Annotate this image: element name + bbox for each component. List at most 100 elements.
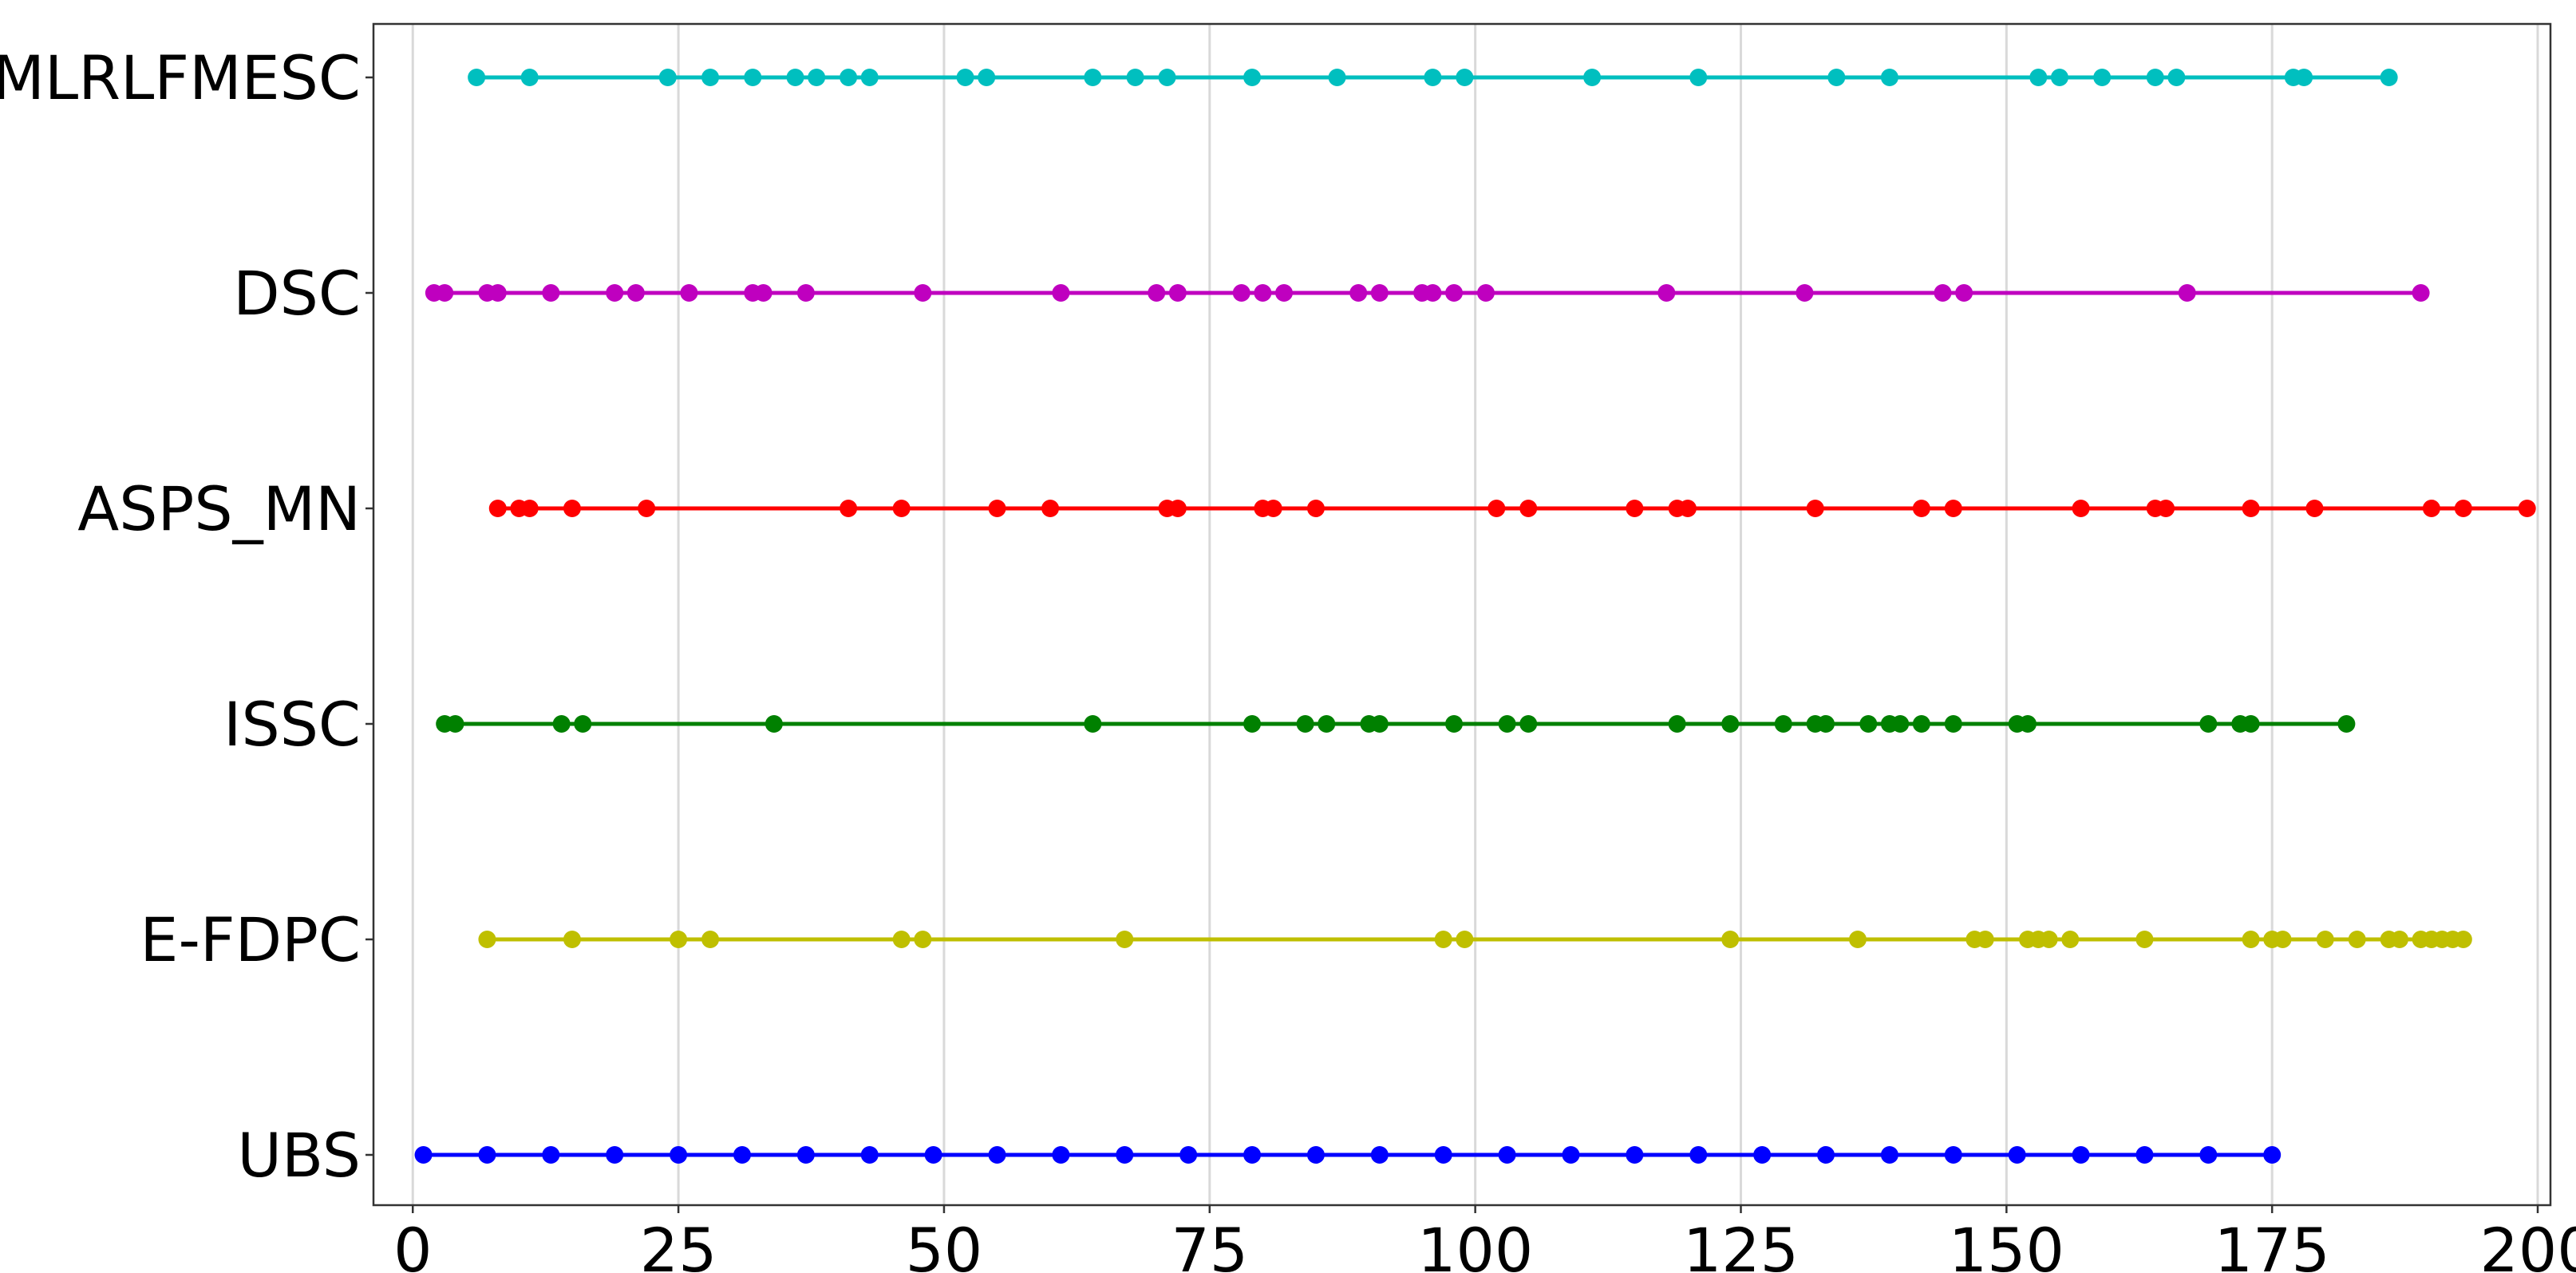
- data-point-0-28: [2295, 69, 2313, 86]
- data-point-5-23: [1880, 1146, 1898, 1164]
- data-point-0-12: [1126, 69, 1144, 86]
- data-point-3-16: [1774, 715, 1792, 733]
- data-point-1-14: [1168, 284, 1187, 302]
- data-point-4-3: [701, 931, 720, 948]
- data-point-4-12: [1976, 931, 1994, 948]
- data-point-3-18: [1816, 715, 1835, 733]
- data-point-3-19: [1859, 715, 1878, 733]
- data-point-3-14: [1668, 715, 1686, 733]
- data-point-0-21: [1880, 69, 1898, 86]
- y-tick-label-3: ISSC: [223, 689, 361, 760]
- data-point-2-26: [2305, 500, 2324, 517]
- data-point-5-16: [1434, 1146, 1452, 1164]
- data-point-2-27: [2422, 500, 2440, 517]
- data-point-4-2: [670, 931, 688, 948]
- series-dsc: [425, 284, 2430, 302]
- data-point-4-0: [478, 931, 496, 948]
- data-point-5-6: [796, 1146, 815, 1164]
- data-point-4-6: [1116, 931, 1134, 948]
- data-point-5-0: [414, 1146, 433, 1164]
- data-point-2-24: [2157, 500, 2175, 517]
- data-point-5-12: [1179, 1146, 1198, 1164]
- data-point-5-27: [2135, 1146, 2154, 1164]
- x-tick-label-8: 200: [2479, 1215, 2576, 1273]
- data-point-5-29: [2263, 1146, 2282, 1164]
- data-point-1-17: [1274, 284, 1293, 302]
- data-point-0-5: [786, 69, 804, 86]
- series-mlrlfmesc: [468, 69, 2398, 86]
- data-point-2-14: [1488, 500, 1506, 517]
- data-point-4-16: [2061, 931, 2080, 948]
- data-point-1-21: [1424, 284, 1442, 302]
- data-point-5-2: [542, 1146, 560, 1164]
- data-point-2-0: [488, 500, 507, 517]
- data-point-5-5: [733, 1146, 751, 1164]
- data-point-5-24: [1944, 1146, 1962, 1164]
- data-point-3-23: [1944, 715, 1962, 733]
- data-point-5-15: [1370, 1146, 1389, 1164]
- data-point-0-26: [2167, 69, 2186, 86]
- series-asps-mn: [488, 500, 2536, 517]
- data-point-4-4: [892, 931, 911, 948]
- data-point-2-6: [892, 500, 911, 517]
- data-point-0-10: [978, 69, 996, 86]
- data-point-5-1: [478, 1146, 496, 1164]
- data-point-2-4: [638, 500, 656, 517]
- data-point-0-9: [956, 69, 974, 86]
- data-point-3-26: [2199, 715, 2218, 733]
- data-point-3-2: [552, 715, 571, 733]
- data-point-5-25: [2008, 1146, 2026, 1164]
- series-e-fdpc: [478, 931, 2472, 948]
- y-tick-label-5: UBS: [237, 1120, 361, 1191]
- data-point-1-9: [754, 284, 772, 302]
- data-point-0-19: [1689, 69, 1708, 86]
- data-point-0-14: [1243, 69, 1262, 86]
- data-point-2-10: [1168, 500, 1187, 517]
- x-tick-label-7: 175: [2214, 1215, 2330, 1273]
- data-point-1-7: [680, 284, 698, 302]
- data-point-5-17: [1498, 1146, 1516, 1164]
- data-point-1-28: [2178, 284, 2196, 302]
- x-tick-label-5: 125: [1683, 1215, 1799, 1273]
- data-point-0-15: [1328, 69, 1346, 86]
- y-tick-label-1: DSC: [233, 258, 361, 329]
- data-point-0-4: [744, 69, 762, 86]
- data-point-0-0: [468, 69, 486, 86]
- data-point-5-13: [1243, 1146, 1262, 1164]
- data-point-1-1: [436, 284, 454, 302]
- data-point-2-8: [1041, 500, 1060, 517]
- x-tick-label-2: 50: [906, 1215, 983, 1273]
- data-point-3-12: [1498, 715, 1516, 733]
- data-point-5-18: [1562, 1146, 1580, 1164]
- data-point-1-11: [914, 284, 932, 302]
- x-tick-label-0: 0: [393, 1215, 432, 1273]
- data-point-1-15: [1232, 284, 1250, 302]
- data-point-2-20: [1912, 500, 1930, 517]
- data-point-5-19: [1626, 1146, 1644, 1164]
- y-tick-label-0: MLRLFMESC: [0, 42, 361, 113]
- data-point-4-5: [914, 931, 932, 948]
- data-point-3-10: [1370, 715, 1389, 733]
- data-point-0-17: [1456, 69, 1474, 86]
- data-point-3-4: [765, 715, 783, 733]
- data-point-0-20: [1827, 69, 1846, 86]
- data-point-2-5: [840, 500, 858, 517]
- data-point-2-16: [1626, 500, 1644, 517]
- y-tick-label-4: E-FDPC: [140, 904, 361, 975]
- data-point-4-1: [563, 931, 581, 948]
- data-point-1-27: [1955, 284, 1973, 302]
- series-ubs: [414, 1146, 2282, 1164]
- data-point-0-1: [520, 69, 539, 86]
- data-point-2-28: [2454, 500, 2472, 517]
- y-tick-label-2: ASPS_MN: [77, 473, 361, 544]
- data-point-0-8: [860, 69, 879, 86]
- data-point-1-6: [626, 284, 645, 302]
- data-point-1-18: [1349, 284, 1368, 302]
- data-point-2-2: [520, 500, 539, 517]
- data-point-0-3: [701, 69, 720, 86]
- data-point-4-20: [2274, 931, 2292, 948]
- data-point-5-4: [670, 1146, 688, 1164]
- data-point-4-7: [1434, 931, 1452, 948]
- data-point-3-15: [1721, 715, 1740, 733]
- data-point-4-8: [1456, 931, 1474, 948]
